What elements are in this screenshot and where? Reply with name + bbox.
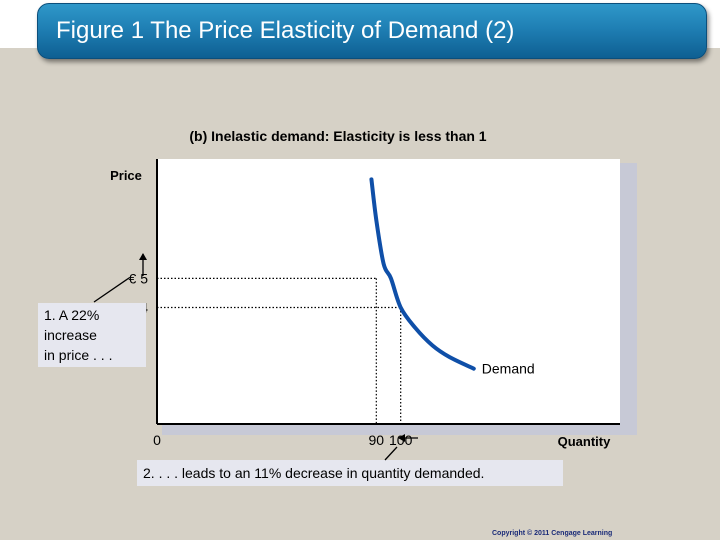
y-axis-label: Price xyxy=(110,168,142,183)
x-tick-label: 100 xyxy=(389,432,413,448)
quantity-callout-text: 2. . . . leads to an 11% decrease in qua… xyxy=(143,465,484,481)
x-axis-label: Quantity xyxy=(558,434,611,449)
chart-title: (b) Inelastic demand: Elasticity is less… xyxy=(189,128,486,144)
price-callout-line-3: in price . . . xyxy=(44,347,112,363)
x-tick-label: 0 xyxy=(153,432,161,448)
price-callout-leader xyxy=(93,277,130,303)
demand-curve xyxy=(369,177,476,371)
price-callout-line-2: increase xyxy=(44,327,97,343)
y-tick-label: € 5 xyxy=(129,270,149,286)
demand-curve-label: Demand xyxy=(482,361,535,377)
plot-area xyxy=(157,159,620,424)
copyright-notice: Copyright © 2011 Cengage Learning xyxy=(492,530,613,537)
slide-title: Figure 1 The Price Elasticity of Demand … xyxy=(56,17,515,44)
title-bar: Figure 1 The Price Elasticity of Demand … xyxy=(37,3,707,59)
quantity-callout-leader xyxy=(384,446,398,461)
x-tick-label: 90 xyxy=(369,432,385,448)
price-callout-box xyxy=(38,303,146,367)
price-callout-text: 1. A 22% increase in price . . . xyxy=(44,307,112,363)
price-callout-line-1: 1. A 22% xyxy=(44,307,99,323)
quantity-callout-box xyxy=(137,460,563,486)
